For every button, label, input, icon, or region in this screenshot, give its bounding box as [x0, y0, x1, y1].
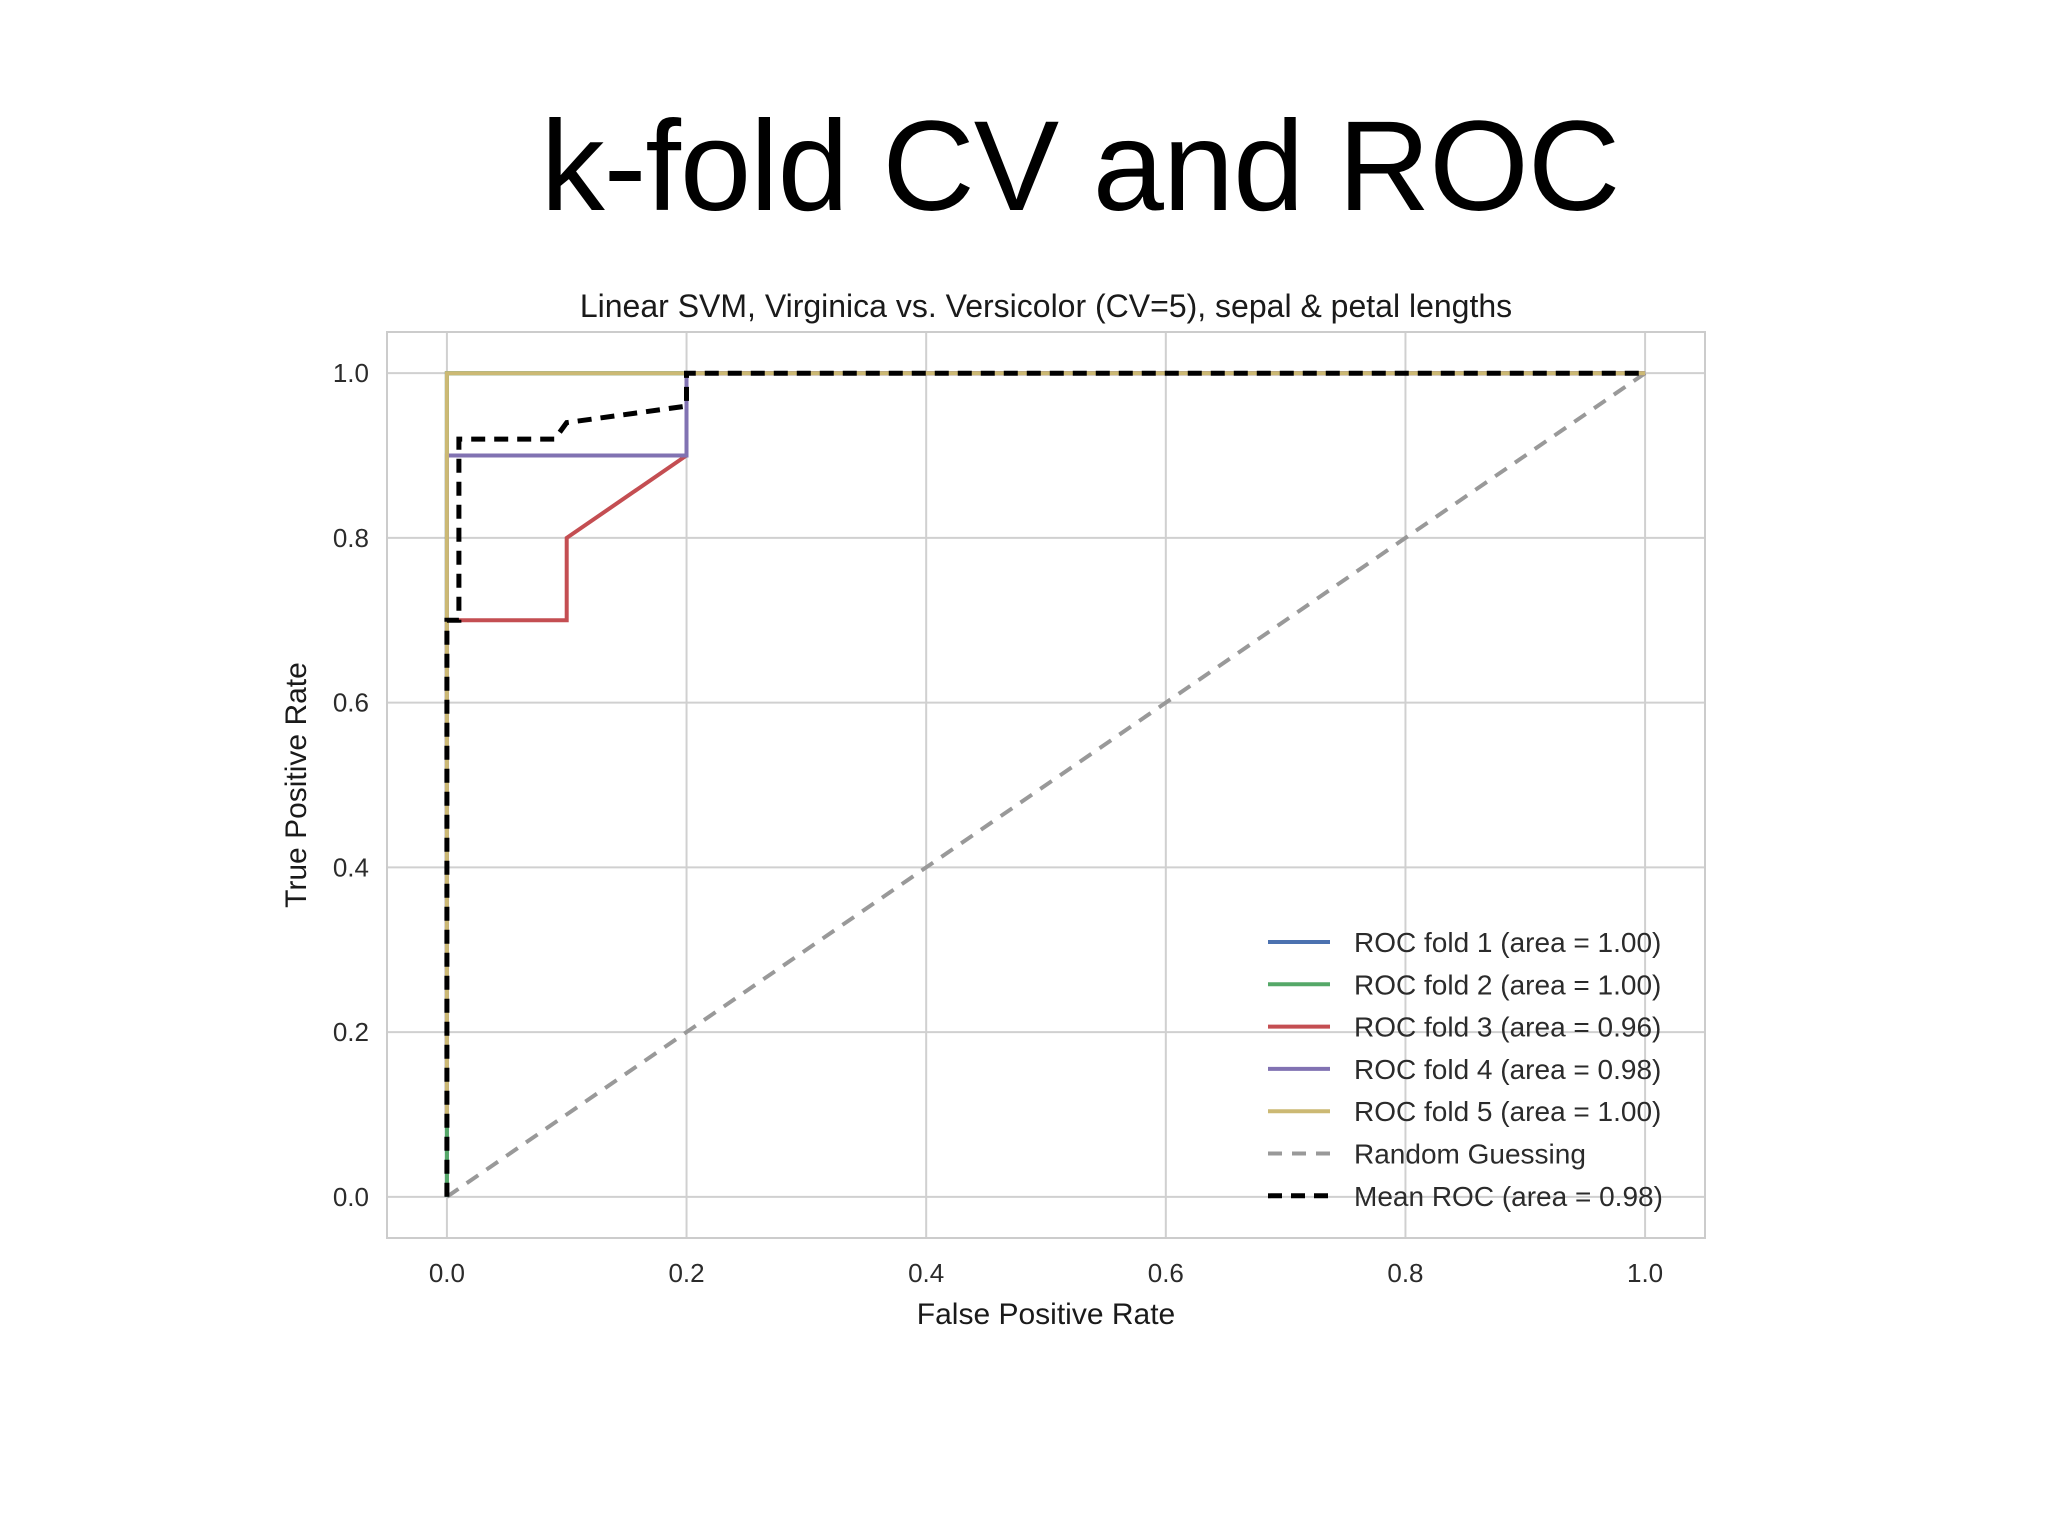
x-tick-label: 0.4 — [908, 1258, 944, 1288]
x-tick-label: 0.8 — [1387, 1258, 1423, 1288]
chart-title: Linear SVM, Virginica vs. Versicolor (CV… — [580, 288, 1512, 324]
y-tick-label: 0.8 — [333, 523, 369, 553]
x-tick-label: 0.2 — [668, 1258, 704, 1288]
y-tick-label: 1.0 — [333, 358, 369, 388]
x-tick-label: 0.6 — [1148, 1258, 1184, 1288]
legend-label: Mean ROC (area = 0.98) — [1354, 1181, 1663, 1212]
series-line-4 — [444, 371, 1646, 1115]
legend-label: ROC fold 3 (area = 0.96) — [1354, 1012, 1661, 1043]
series-line-3 — [444, 371, 1646, 1115]
legend-label: ROC fold 2 (area = 1.00) — [1354, 969, 1661, 1000]
y-tick-label: 0.6 — [333, 688, 369, 718]
grid-lines — [387, 332, 1705, 1238]
legend-label: ROC fold 5 (area = 1.00) — [1354, 1096, 1661, 1127]
legend-label: ROC fold 4 (area = 0.98) — [1354, 1054, 1661, 1085]
x-tick-label: 0.0 — [429, 1258, 465, 1288]
y-axis-label: True Positive Rate — [280, 662, 313, 908]
legend-label: Random Guessing — [1354, 1139, 1586, 1170]
x-tick-label: 1.0 — [1627, 1258, 1663, 1288]
x-axis-label: False Positive Rate — [917, 1298, 1175, 1331]
series-line-5 — [444, 371, 1646, 1115]
legend: ROC fold 1 (area = 1.00) ROC fold 2 (area… — [1268, 927, 1663, 1212]
series-lines — [444, 370, 1647, 1199]
legend-label: ROC fold 1 (area = 1.00) — [1354, 927, 1661, 958]
y-tick-label: 0.4 — [333, 852, 369, 882]
slide-title: k-fold CV and ROC — [540, 95, 1621, 238]
y-tick-label: 0.2 — [333, 1017, 369, 1047]
y-tick-label: 0.0 — [333, 1182, 369, 1212]
tick-labels: 0.0 0.2 0.4 0.6 0.8 1.0 0.0 0.2 0.4 0.6 0.8 1.0 — [333, 358, 1663, 1288]
series-line-7 — [444, 370, 1646, 1197]
plot-frame — [386, 331, 1706, 1239]
series-line-6 — [445, 371, 1647, 1199]
